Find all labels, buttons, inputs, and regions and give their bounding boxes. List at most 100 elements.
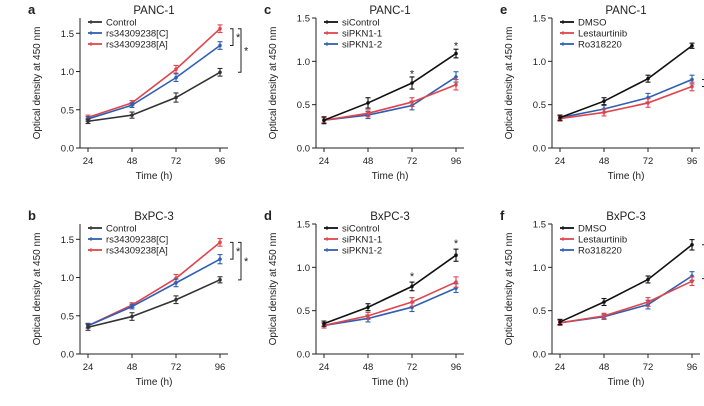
series-line — [559, 45, 693, 119]
x-tick-label: 24 — [83, 362, 94, 373]
x-tick-label: 48 — [127, 156, 138, 167]
legend-label: rs34309238[C] — [106, 29, 168, 40]
legend-label: rs34309238[C] — [106, 235, 168, 246]
chart-panel-e: e PANC-1 0.0 0.5 1.0 1.5 24 48 72 96 Time (h) Optic… — [500, 2, 704, 182]
legend-label: siPKN1-2 — [342, 40, 382, 51]
data-point — [690, 243, 694, 247]
data-point — [690, 84, 694, 89]
series-sipkn1-1 — [321, 78, 459, 124]
data-point — [602, 314, 606, 318]
data-point — [454, 253, 458, 257]
legend-label: rs34309238[A] — [106, 246, 168, 257]
series-sipkn1-1 — [321, 276, 459, 329]
x-tick-label: 72 — [407, 156, 418, 167]
series-line — [323, 83, 457, 122]
data-point — [218, 240, 222, 245]
y-tick-label: 1.0 — [297, 57, 310, 68]
legend-label: siPKN1-1 — [342, 235, 382, 246]
panel-title: BxPC-3 — [606, 211, 646, 223]
panel-label: f — [500, 208, 505, 223]
series-lestaurtinib — [557, 276, 695, 326]
legend-label: DMSO — [578, 224, 607, 235]
series-dmso — [557, 239, 695, 326]
x-tick-label: 96 — [451, 362, 462, 373]
legend-label: Lestaurtinib — [578, 29, 627, 40]
y-tick-label: 0.5 — [61, 311, 74, 322]
x-tick-label: 24 — [555, 156, 566, 167]
x-axis-label: Time (h) — [136, 171, 173, 182]
panel-label: a — [28, 2, 36, 17]
x-tick-label: 72 — [407, 362, 418, 373]
series-line — [559, 244, 693, 323]
series-line — [323, 52, 457, 122]
y-tick-label: 1.0 — [61, 273, 74, 284]
legend-label: siPKN1-2 — [342, 246, 382, 257]
y-tick-label: 0.5 — [533, 100, 546, 111]
data-point — [690, 77, 694, 82]
y-tick-label: 1.0 — [533, 57, 546, 68]
significance-bracket — [230, 241, 234, 260]
y-tick-label: 0.5 — [297, 306, 310, 317]
series-sipkn1-2 — [321, 71, 459, 124]
data-point — [558, 320, 562, 324]
data-point — [366, 101, 370, 105]
series-ro318220 — [557, 74, 695, 121]
legend-label: Control — [106, 18, 137, 29]
x-tick-label: 72 — [643, 362, 654, 373]
x-axis-label: Time (h) — [608, 171, 645, 182]
panel-title: BxPC-3 — [370, 211, 410, 223]
panel-title: PANC-1 — [133, 5, 174, 17]
significance-star: * — [410, 271, 415, 283]
data-point — [322, 321, 326, 326]
y-tick-label: 0.5 — [61, 105, 74, 116]
data-point — [130, 103, 134, 107]
significance-star: * — [410, 68, 415, 80]
data-point — [218, 278, 222, 282]
x-tick-label: 24 — [555, 362, 566, 373]
y-tick-label: 1.5 — [61, 29, 74, 40]
legend-label: DMSO — [578, 18, 607, 29]
y-tick-label: 1.5 — [297, 220, 310, 231]
data-point — [454, 75, 458, 79]
x-tick-label: 48 — [363, 156, 374, 167]
y-tick-label: 0.5 — [533, 306, 546, 317]
panel-title: PANC-1 — [605, 5, 646, 17]
data-point — [174, 297, 178, 302]
y-axis-label: Optical density at 450 nm — [32, 27, 43, 140]
y-axis-label: Optical density at 450 nm — [268, 27, 279, 140]
data-point — [454, 82, 458, 87]
data-point — [218, 26, 222, 31]
series-sicontrol — [321, 48, 459, 125]
x-axis-label: Time (h) — [372, 171, 409, 182]
y-tick-label: 0.5 — [297, 100, 310, 111]
x-tick-label: 72 — [171, 156, 182, 167]
data-point — [218, 43, 222, 48]
series-lestaurtinib — [557, 81, 695, 122]
x-axis-label: Time (h) — [372, 377, 409, 388]
data-point — [454, 280, 458, 284]
y-tick-label: 0.0 — [533, 144, 546, 155]
series-line — [559, 85, 693, 120]
x-axis-label: Time (h) — [136, 377, 173, 388]
panel-title: BxPC-3 — [134, 211, 174, 223]
chart-panel-d: d BxPC-3 0.0 0.5 1.0 1.5 24 48 72 96 Time (h) Optic… — [264, 208, 464, 388]
panel-label: d — [264, 208, 272, 223]
y-axis-label: Optical density at 450 nm — [32, 233, 43, 346]
x-tick-label: 48 — [599, 362, 610, 373]
data-point — [174, 67, 178, 72]
series-line — [323, 254, 457, 325]
series-line — [87, 279, 221, 329]
y-tick-label: 1.5 — [61, 235, 74, 246]
x-tick-label: 48 — [599, 156, 610, 167]
x-tick-label: 72 — [643, 156, 654, 167]
x-tick-label: 24 — [319, 156, 330, 167]
x-tick-label: 96 — [687, 156, 698, 167]
legend-label: siControl — [342, 224, 380, 235]
chart-panel-b: b BxPC-3 0.0 0.5 1.0 1.5 24 48 72 96 Time (h) Optic… — [28, 208, 249, 388]
x-tick-label: 48 — [363, 362, 374, 373]
series-line — [87, 71, 221, 123]
data-point — [322, 118, 326, 123]
panel-label: c — [264, 2, 271, 17]
x-tick-label: 24 — [83, 156, 94, 167]
x-axis-label: Time (h) — [608, 377, 645, 388]
